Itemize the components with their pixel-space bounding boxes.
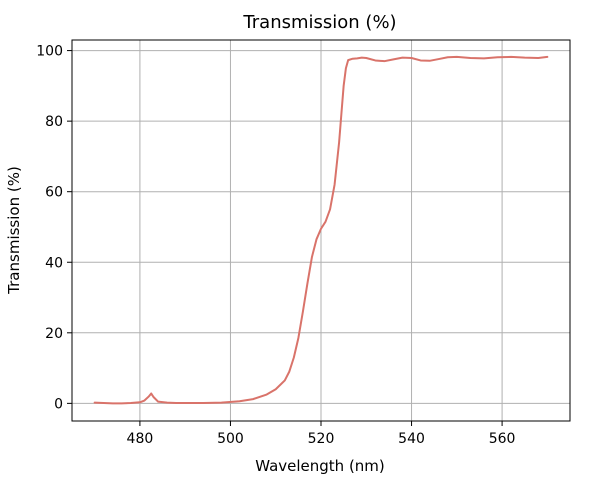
series-line-transmission	[93, 55, 549, 405]
x-tick-label: 560	[489, 431, 516, 447]
chart-title: Transmission (%)	[242, 12, 396, 33]
y-tick-label: 100	[36, 44, 63, 60]
y-tick-label: 0	[54, 396, 63, 412]
y-tick-label: 60	[45, 185, 63, 201]
x-axis-ticks: 480 500 520 540 560	[127, 421, 516, 447]
y-axis-label: Transmission (%)	[5, 166, 23, 295]
y-axis-ticks: 0 20 40 60 80 100	[36, 44, 72, 412]
x-tick-label: 500	[217, 431, 244, 447]
x-tick-label: 540	[398, 431, 425, 447]
x-tick-label: 480	[127, 431, 154, 447]
series-layer	[93, 55, 549, 405]
y-tick-label: 80	[45, 114, 63, 130]
x-tick-label: 520	[308, 431, 335, 447]
y-tick-label: 40	[45, 255, 63, 271]
x-axis-label: Wavelength (nm)	[255, 457, 385, 475]
grid-layer	[72, 40, 570, 421]
y-tick-label: 20	[45, 326, 63, 342]
